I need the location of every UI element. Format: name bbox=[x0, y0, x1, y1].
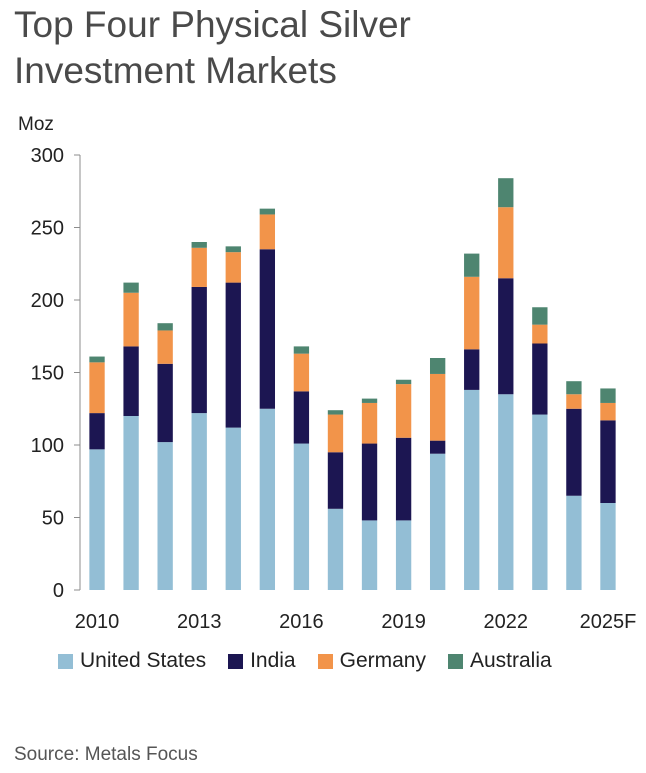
x-tick-label: 2010 bbox=[75, 611, 120, 633]
bar-germany-2011 bbox=[123, 292, 139, 347]
x-tick-label: 2013 bbox=[177, 611, 222, 633]
legend-item-india: India bbox=[228, 649, 296, 673]
legend-item-australia: Australia bbox=[447, 649, 552, 673]
y-tick-label: 250 bbox=[31, 218, 64, 240]
bar-india-2015 bbox=[259, 249, 276, 409]
bar-india-2016 bbox=[293, 391, 310, 444]
bar-australia-2014 bbox=[225, 246, 241, 253]
bar-germany-2013 bbox=[191, 247, 207, 287]
x-tick-label: 2019 bbox=[381, 611, 426, 633]
bar-australia-2017 bbox=[327, 410, 344, 415]
bar-united-states-2015 bbox=[259, 408, 276, 590]
bar-australia-2020 bbox=[429, 358, 446, 374]
bar-germany-2017 bbox=[327, 414, 344, 453]
bar-germany-2015 bbox=[259, 214, 276, 250]
bar-australia-2018 bbox=[361, 398, 378, 403]
y-tick-label: 0 bbox=[53, 580, 64, 602]
bar-australia-2010 bbox=[89, 356, 105, 363]
chart-title: Top Four Physical Silver Investment Mark… bbox=[14, 2, 634, 94]
bar-australia-2024 bbox=[566, 381, 582, 395]
chart-title-line-1: Top Four Physical Silver bbox=[14, 4, 411, 45]
bar-germany-2019 bbox=[395, 384, 412, 438]
bar-germany-2025f bbox=[600, 402, 616, 421]
bar-united-states-2014 bbox=[225, 427, 241, 590]
bar-australia-2015 bbox=[259, 208, 276, 215]
bar-australia-2011 bbox=[123, 282, 139, 293]
legend-swatch-australia bbox=[447, 653, 463, 669]
bar-australia-2019 bbox=[395, 379, 412, 385]
source-note: Source: Metals Focus bbox=[14, 744, 198, 765]
bar-india-2013 bbox=[191, 286, 207, 414]
bar-united-states-2017 bbox=[327, 508, 344, 590]
bar-germany-2024 bbox=[566, 394, 582, 409]
bar-united-states-2016 bbox=[293, 443, 310, 590]
bar-india-2023 bbox=[532, 343, 548, 415]
bar-india-2014 bbox=[225, 282, 241, 428]
y-tick-label: 200 bbox=[31, 290, 64, 312]
y-axis-label: Moz bbox=[18, 114, 54, 135]
bar-india-2020 bbox=[429, 440, 446, 454]
bar-australia-2012 bbox=[157, 323, 173, 331]
bar-india-2018 bbox=[361, 443, 378, 521]
bar-india-2011 bbox=[123, 346, 139, 416]
x-tick-label: 2016 bbox=[279, 611, 324, 633]
bar-india-2021 bbox=[464, 349, 480, 390]
bar-united-states-2023 bbox=[532, 414, 548, 590]
legend-label-india: India bbox=[250, 649, 296, 672]
bar-australia-2022 bbox=[498, 178, 514, 208]
legend-label-united-states: United States bbox=[80, 649, 207, 672]
bar-india-2010 bbox=[89, 413, 105, 450]
bar-india-2024 bbox=[566, 408, 582, 496]
y-tick-label: 150 bbox=[31, 363, 64, 385]
bar-united-states-2010 bbox=[89, 449, 105, 590]
bar-germany-2012 bbox=[157, 330, 173, 364]
bar-germany-2014 bbox=[225, 252, 241, 283]
y-tick-label: 50 bbox=[42, 508, 64, 530]
bar-india-2025f bbox=[600, 420, 616, 503]
bar-australia-2013 bbox=[191, 242, 207, 248]
legend-label-australia: Australia bbox=[469, 649, 552, 672]
bar-united-states-2018 bbox=[361, 520, 378, 590]
bar-united-states-2012 bbox=[157, 442, 173, 590]
x-tick-label: 2025F bbox=[580, 611, 637, 633]
bar-australia-2016 bbox=[293, 346, 310, 354]
bar-australia-2025f bbox=[600, 388, 616, 403]
x-tick-label: 2022 bbox=[484, 611, 529, 633]
bar-united-states-2024 bbox=[566, 495, 582, 590]
bar-india-2012 bbox=[157, 363, 173, 443]
legend-item-germany: Germany bbox=[317, 649, 426, 673]
bar-germany-2023 bbox=[532, 324, 548, 344]
bar-united-states-2020 bbox=[429, 453, 446, 590]
bar-united-states-2011 bbox=[123, 416, 139, 590]
bar-united-states-2013 bbox=[191, 413, 207, 590]
chart-legend: United States India Germany Australia bbox=[58, 648, 574, 674]
bar-india-2022 bbox=[498, 278, 514, 395]
stacked-bar-chart: Moz 0 50 100 150 200 250 300 2010 2013 2016 2019 202… bbox=[18, 114, 637, 633]
bar-germany-2016 bbox=[293, 353, 310, 392]
bar-germany-2010 bbox=[89, 362, 105, 414]
legend-swatch-india bbox=[228, 653, 244, 669]
bar-australia-2023 bbox=[532, 307, 548, 325]
legend-swatch-germany bbox=[317, 653, 333, 669]
legend-swatch-united-states bbox=[58, 653, 73, 669]
legend-label-germany: Germany bbox=[339, 649, 426, 672]
bar-australia-2021 bbox=[464, 253, 480, 277]
y-tick-label: 300 bbox=[31, 145, 64, 167]
bar-germany-2018 bbox=[361, 402, 378, 444]
bar-india-2019 bbox=[395, 437, 412, 521]
bar-united-states-2025f bbox=[600, 503, 616, 590]
bar-united-states-2019 bbox=[395, 520, 412, 590]
y-tick-label: 100 bbox=[31, 435, 64, 457]
bar-germany-2021 bbox=[464, 276, 480, 350]
bar-united-states-2021 bbox=[464, 389, 480, 590]
bar-united-states-2022 bbox=[498, 394, 514, 590]
bar-germany-2020 bbox=[429, 373, 446, 441]
bar-india-2017 bbox=[327, 452, 344, 509]
legend-item-united-states: United States bbox=[58, 649, 206, 673]
chart-title-line-2: Investment Markets bbox=[14, 50, 337, 91]
bar-germany-2022 bbox=[498, 207, 514, 279]
